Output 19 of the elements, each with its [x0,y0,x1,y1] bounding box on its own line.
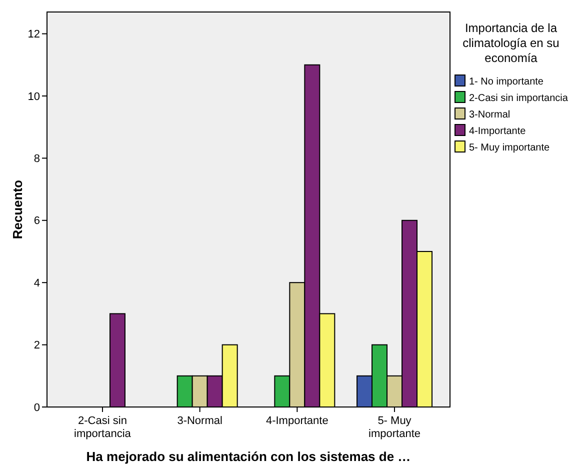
legend-title: Importancia de la climatología en su economía [462,21,560,65]
x-tick-label: 2-Casi sin importancia [74,415,132,440]
x-axis-title: Ha mejorado su alimentación con los sistemas de … [86,449,411,464]
x-tick-label: 5- Muy importante [368,415,421,440]
legend-label: 2-Casi sin importancia [469,93,568,104]
legend-label: 4-Importante [469,126,526,137]
x-tick-label: 4-Importante [266,415,328,427]
y-tick-label: 10 [28,90,40,103]
y-tick-label: 4 [34,277,40,290]
y-axis-title: Recuento [10,180,25,240]
x-tick-label: 3-Normal [177,415,222,427]
y-tick-label: 12 [28,28,40,41]
legend-label: 5- Muy importante [469,142,550,154]
y-tick-label: 6 [34,215,40,228]
legend-label: 1- No importante [469,76,544,88]
y-tick-label: 0 [34,402,40,414]
legend-label: 3-Normal [469,110,510,120]
y-tick-label: 2 [34,340,40,352]
y-tick-label: 8 [34,153,40,166]
